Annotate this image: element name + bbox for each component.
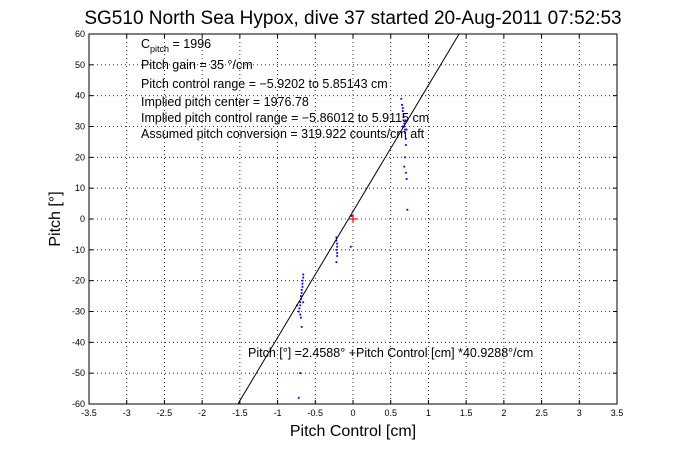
- data-point: [404, 144, 407, 146]
- data-point: [297, 310, 300, 313]
- data-point: [401, 107, 404, 109]
- data-point: [299, 301, 302, 304]
- annotation-implied-pitch-center: Implied pitch center = 1976.78: [141, 95, 309, 109]
- data-point: [300, 316, 302, 319]
- data-point: [350, 215, 353, 217]
- data-point: [336, 245, 339, 248]
- x-tick-label: 2: [501, 408, 506, 418]
- fit-line-group: [237, 33, 460, 405]
- x-tick-label: 1: [426, 408, 431, 418]
- y-tick-label: 20: [75, 152, 85, 162]
- data-point: [404, 119, 407, 122]
- data-point: [401, 125, 404, 128]
- annotation-fit-equation: Pitch [°] =2.4588° +Pitch Control [cm] *…: [248, 346, 533, 360]
- y-tick-label: -40: [72, 337, 85, 347]
- y-tick-label: 30: [75, 122, 85, 132]
- x-tick-label: 0.5: [384, 408, 397, 418]
- data-point: [302, 276, 305, 279]
- c-pitch-subscript: pitch: [150, 44, 169, 54]
- data-point: [335, 261, 338, 264]
- x-tick-label: -1.5: [232, 408, 248, 418]
- data-point: [404, 137, 407, 140]
- data-point: [335, 239, 338, 242]
- grid: [89, 34, 617, 404]
- data-point: [400, 97, 403, 100]
- x-tick-label: -2.5: [157, 408, 173, 418]
- data-point: [302, 273, 305, 276]
- data-point: [402, 119, 405, 122]
- data-point: [403, 122, 406, 125]
- data-point: [401, 104, 403, 106]
- data-point: [301, 282, 304, 285]
- data-point: [406, 208, 409, 211]
- data-point: [405, 128, 408, 131]
- data-point: [336, 242, 339, 245]
- data-point: [299, 304, 302, 307]
- annotation-pitch-gain: Pitch gain = 35 °/cm: [141, 58, 253, 72]
- x-tick-label: 0: [350, 408, 355, 418]
- x-tick-label: 2.5: [535, 408, 548, 418]
- x-tick-label: 3: [577, 408, 582, 418]
- y-tick-label: -50: [72, 368, 85, 378]
- c-pitch-prefix: C: [141, 37, 150, 51]
- data-point: [301, 285, 304, 288]
- x-axis-label: Pitch Control [cm]: [290, 423, 416, 440]
- c-pitch-value: = 1996: [169, 37, 211, 51]
- y-tick-label: 60: [75, 29, 85, 39]
- chart-title: SG510 North Sea Hypox, dive 37 started 2…: [84, 8, 621, 29]
- x-tick-label: -1: [274, 408, 282, 418]
- data-point: [404, 131, 406, 134]
- x-tick-label: -0.5: [308, 408, 324, 418]
- data-point: [336, 252, 339, 254]
- axis-ticks: -3.5 -3 -2.5 -2 -1.5 -1 -0.5 0 0.5 1 1.5 2 2.5 3 3.5 -6…: [72, 29, 623, 418]
- data-point: [335, 248, 338, 251]
- x-tick-label: -2: [198, 408, 206, 418]
- y-tick-label: 50: [75, 60, 85, 70]
- data-point: [297, 396, 300, 399]
- data-point: [301, 279, 304, 282]
- y-tick-label: -10: [72, 245, 85, 255]
- data-point: [298, 307, 301, 310]
- data-point: [405, 178, 408, 180]
- y-tick-label: 0: [80, 214, 85, 224]
- x-tick-label: 1.5: [460, 408, 473, 418]
- data-point: [300, 289, 303, 291]
- fit-line: [237, 33, 460, 405]
- y-tick-label: 10: [75, 183, 85, 193]
- data-point: [403, 165, 406, 168]
- data-point: [300, 326, 303, 328]
- y-tick-label: -30: [72, 307, 85, 317]
- y-axis-label: Pitch [°]: [47, 191, 64, 246]
- annotation-c-pitch: Cpitch = 1996: [141, 37, 211, 54]
- data-point: [404, 156, 406, 159]
- data-point: [335, 236, 338, 239]
- data-point: [404, 128, 406, 131]
- data-point: [402, 116, 405, 119]
- data-point: [402, 113, 405, 116]
- data-point: [299, 372, 302, 375]
- data-point: [300, 292, 303, 294]
- data-point: [302, 301, 305, 304]
- y-tick-label: -60: [72, 399, 85, 409]
- annotation-pitch-control-range: Pitch control range = −5.9202 to 5.85143…: [141, 77, 388, 91]
- center-marker-group: [349, 215, 357, 223]
- x-tick-label: -3.5: [81, 408, 97, 418]
- data-point: [300, 295, 302, 297]
- x-tick-label: -3: [123, 408, 131, 418]
- data-point: [299, 313, 302, 316]
- y-tick-label: -20: [72, 276, 85, 286]
- data-point: [349, 245, 352, 248]
- y-tick-label: 40: [75, 91, 85, 101]
- annotation-implied-pitch-control-range: Implied pitch control range = −5.86012 t…: [141, 111, 429, 125]
- annotation-assumed-pitch-conversion: Assumed pitch conversion = 319.922 count…: [141, 127, 425, 141]
- data-point: [404, 171, 407, 174]
- data-point: [401, 110, 404, 112]
- x-tick-label: 3.5: [611, 408, 624, 418]
- data-point: [336, 255, 339, 257]
